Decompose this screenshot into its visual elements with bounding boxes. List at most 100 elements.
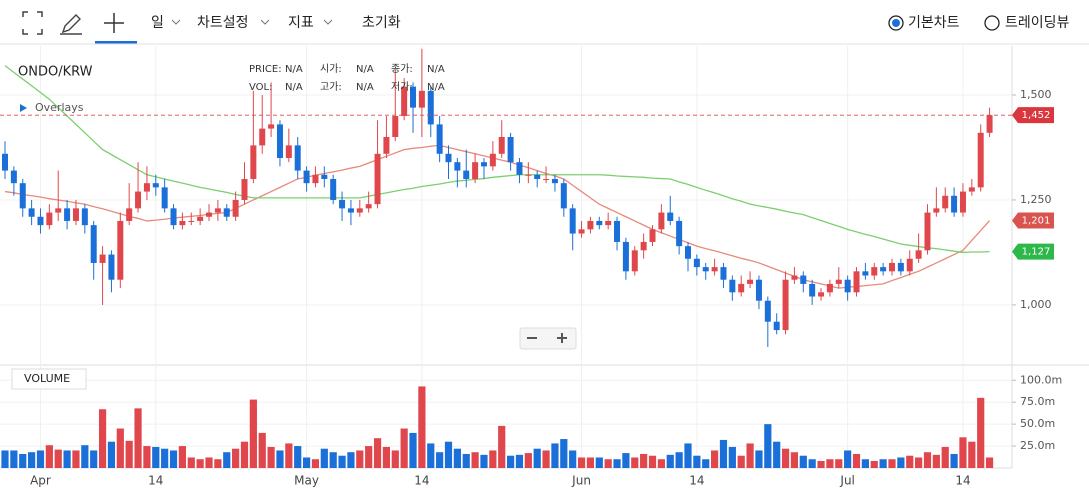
volume-bar xyxy=(959,437,967,468)
candle-body xyxy=(117,220,124,280)
zoom-controls xyxy=(519,327,577,350)
candle-body xyxy=(614,220,621,242)
candle-body xyxy=(55,208,62,213)
volume-bar xyxy=(498,425,506,468)
volume-bar xyxy=(702,459,710,468)
volume-bar xyxy=(781,448,790,468)
mode-basic[interactable]: 기본차트 xyxy=(908,15,960,31)
volume-bar xyxy=(586,457,595,468)
candle-body xyxy=(347,208,354,213)
candle-body xyxy=(152,183,159,188)
volume-bar xyxy=(631,457,639,468)
x-tick-label: May xyxy=(294,474,319,488)
candle-body xyxy=(19,183,26,209)
volume-bar xyxy=(391,450,399,468)
volume-bar xyxy=(462,453,470,468)
radio-dot xyxy=(892,19,900,27)
candle-body xyxy=(578,229,585,234)
volume-bar xyxy=(790,452,799,468)
candle-body xyxy=(835,279,842,284)
candle-body xyxy=(436,124,443,154)
volume-bar xyxy=(941,446,949,468)
volume-bar xyxy=(799,455,807,468)
candle-body xyxy=(489,153,496,167)
radio-selected[interactable] xyxy=(888,15,904,31)
x-tick-label: 14 xyxy=(148,474,163,488)
volume-bar xyxy=(932,454,940,468)
candle-body xyxy=(649,229,656,242)
candle-body xyxy=(2,153,8,171)
overlays-toggle[interactable] xyxy=(20,104,27,112)
candle-body xyxy=(605,220,612,226)
volume-bar xyxy=(258,432,266,468)
candle-body xyxy=(622,241,629,272)
volume-bar xyxy=(560,439,568,468)
candle-body xyxy=(418,90,425,108)
volume-bar xyxy=(382,446,391,468)
overlays-label[interactable]: Overlays xyxy=(35,101,84,114)
info-label: 저가: xyxy=(391,81,413,93)
volume-bar xyxy=(285,443,293,468)
volume-bar xyxy=(98,409,107,468)
price-tag xyxy=(1012,243,1054,260)
candle-body xyxy=(587,220,594,230)
indicators-menu[interactable]: 지표 xyxy=(288,15,314,31)
candle-body xyxy=(755,279,762,301)
volume-bar xyxy=(302,457,311,468)
volume-bar xyxy=(773,441,781,468)
volume-bar xyxy=(622,453,630,468)
volume-bar xyxy=(604,459,612,468)
volume-bar xyxy=(648,455,657,468)
volume-bar xyxy=(45,445,53,468)
price-tag xyxy=(1012,212,1054,229)
volume-bar xyxy=(657,459,665,468)
volume-bar xyxy=(436,452,444,468)
period-menu[interactable]: 일 xyxy=(151,15,164,31)
volume-bar xyxy=(711,450,719,468)
volume-bar xyxy=(985,457,994,468)
volume-bar xyxy=(826,459,834,468)
volume-bar xyxy=(755,450,763,468)
volume-bar xyxy=(879,459,887,468)
volume-bar xyxy=(888,459,896,468)
volume-bar xyxy=(169,450,178,468)
settings-menu[interactable]: 차트설정 xyxy=(197,15,249,31)
y-tick-label: 1,000 xyxy=(1020,298,1052,311)
volume-bar xyxy=(214,459,222,468)
candle-body xyxy=(729,279,736,293)
candle-body xyxy=(809,283,816,297)
volume-bar xyxy=(728,446,736,468)
candle-body xyxy=(10,170,17,184)
volume-bar xyxy=(223,452,231,468)
candle-body xyxy=(977,132,984,188)
volume-tick-label: 100.0m xyxy=(1020,373,1062,386)
volume-bar xyxy=(515,454,524,468)
candle-body xyxy=(223,208,230,217)
radio[interactable] xyxy=(984,15,1000,31)
zoom-in[interactable] xyxy=(557,333,567,343)
crosshair-icon[interactable] xyxy=(104,13,124,33)
candle-body xyxy=(667,212,674,221)
volume-bar xyxy=(338,455,346,468)
volume-bar xyxy=(906,455,914,468)
volume-tick-label: 75.0m xyxy=(1020,395,1055,408)
volume-bar xyxy=(613,459,621,468)
fullscreen-icon[interactable] xyxy=(22,11,43,35)
volume-bar xyxy=(533,448,541,468)
candle-body xyxy=(986,115,993,133)
info-value: N/A xyxy=(285,64,303,75)
candle-body xyxy=(463,170,470,179)
volume-bar xyxy=(249,399,257,468)
volume-bar xyxy=(240,441,249,468)
mode-tradingview[interactable]: 트레이딩뷰 xyxy=(1005,15,1070,31)
volume-bar xyxy=(28,452,36,468)
reset-button[interactable]: 초기화 xyxy=(362,15,401,31)
candle-body xyxy=(339,199,346,209)
draw-icon[interactable] xyxy=(60,14,82,35)
volume-bar xyxy=(365,446,373,468)
candle-body xyxy=(906,258,913,272)
candle-body xyxy=(862,271,869,276)
volume-bar xyxy=(666,454,674,468)
